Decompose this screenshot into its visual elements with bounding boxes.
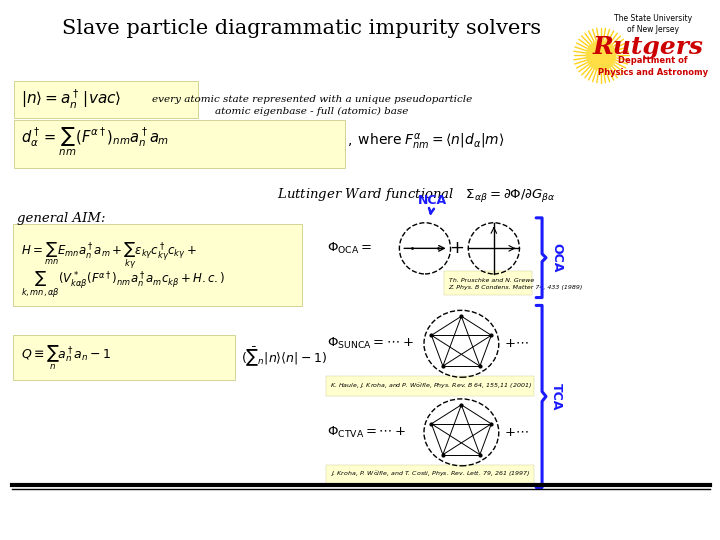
Text: $\Phi_{\mathrm{SUNCA}} = \cdots +$: $\Phi_{\mathrm{SUNCA}} = \cdots +$ (327, 336, 413, 352)
Text: $\Phi_{\mathrm{OCA}}=$: $\Phi_{\mathrm{OCA}}=$ (327, 241, 372, 256)
Text: The State University
of New Jersey: The State University of New Jersey (614, 14, 693, 35)
FancyBboxPatch shape (14, 81, 198, 118)
Text: $d_\alpha^\dagger = \sum_{nm}(F^{\alpha\dagger})_{nm}a_n^\dagger a_m$: $d_\alpha^\dagger = \sum_{nm}(F^{\alpha\… (21, 126, 168, 158)
Text: OCA: OCA (550, 243, 563, 272)
FancyBboxPatch shape (325, 376, 534, 396)
Text: TCA: TCA (550, 383, 563, 410)
Text: atomic eigenbase - full (atomic) base: atomic eigenbase - full (atomic) base (215, 107, 408, 116)
Text: $(\bar{\sum}_n |n\rangle\langle n| - 1)$: $(\bar{\sum}_n |n\rangle\langle n| - 1)$ (241, 346, 327, 369)
Text: Th. Pruschke and N. Grewe
Z. Phys. B Condens. Matter 74, 433 (1989): Th. Pruschke and N. Grewe Z. Phys. B Con… (449, 278, 583, 289)
Text: $H = \sum_{mn} E_{mn}a_n^\dagger a_m + \sum_{k\gamma}\varepsilon_{k\gamma}c_{k\g: $H = \sum_{mn} E_{mn}a_n^\dagger a_m + \… (21, 240, 197, 272)
Text: $Q \equiv \sum_n a_n^\dagger a_n - 1$: $Q \equiv \sum_n a_n^\dagger a_n - 1$ (21, 343, 111, 372)
Text: Department of
Physics and Astronomy: Department of Physics and Astronomy (598, 56, 708, 77)
Text: Rutgers: Rutgers (593, 35, 704, 59)
Text: $|n\rangle = a_n^\dagger\,|vac\rangle$: $|n\rangle = a_n^\dagger\,|vac\rangle$ (21, 88, 121, 111)
FancyBboxPatch shape (13, 335, 235, 380)
Text: +: + (449, 239, 464, 258)
Text: J. Kroha, P. W$\ddot{\mathrm{o}}$lfle, and T. Costi, Phys. Rev. Lett. 79, 261 (1: J. Kroha, P. W$\ddot{\mathrm{o}}$lfle, a… (330, 470, 530, 480)
Text: K. Haule, J. Kroha, and P. W$\ddot{\mathrm{o}}$lfle, Phys. Rev. B 64, 155,11 (20: K. Haule, J. Kroha, and P. W$\ddot{\math… (330, 381, 531, 391)
Text: $+\cdots$: $+\cdots$ (504, 426, 528, 439)
Text: Luttinger Ward functional$\quad\Sigma_{\alpha\beta} = \partial\Phi/\partial G_{\: Luttinger Ward functional$\quad\Sigma_{\… (277, 187, 556, 205)
Circle shape (586, 40, 616, 70)
Text: $+\cdots$: $+\cdots$ (504, 338, 528, 350)
FancyBboxPatch shape (325, 465, 534, 484)
Text: $,\;\mathrm{where}\;F_{nm}^\alpha = \langle n|d_\alpha|m\rangle$: $,\;\mathrm{where}\;F_{nm}^\alpha = \lan… (347, 132, 505, 152)
Text: $\sum_{k,mn,\alpha\beta}(V_{k\alpha\beta}^*(F^{\alpha\dagger})_{nm}a_n^\dagger a: $\sum_{k,mn,\alpha\beta}(V_{k\alpha\beta… (21, 269, 225, 300)
Text: general AIM:: general AIM: (17, 212, 105, 225)
FancyBboxPatch shape (444, 271, 532, 295)
Text: every atomic state represented with a unique pseudoparticle: every atomic state represented with a un… (152, 95, 472, 104)
Text: Slave particle diagrammatic impurity solvers: Slave particle diagrammatic impurity sol… (63, 19, 541, 38)
Text: $\Phi_{\mathrm{CTVA}} = \cdots +$: $\Phi_{\mathrm{CTVA}} = \cdots +$ (327, 425, 406, 440)
Text: NCA: NCA (418, 194, 447, 214)
FancyBboxPatch shape (14, 120, 346, 167)
FancyBboxPatch shape (13, 224, 302, 306)
